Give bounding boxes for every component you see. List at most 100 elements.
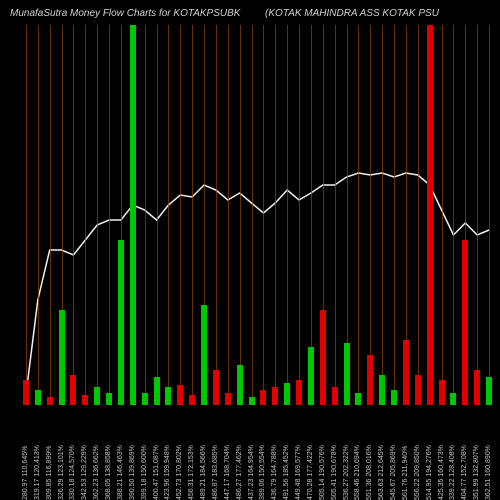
x-axis-label: 368.05 138,858%	[105, 405, 112, 500]
chart-title-right: (KOTAK MAHINDRA ASS KOTAK PSU	[265, 8, 439, 19]
volume-bar	[118, 240, 124, 405]
x-axis-label: 558.46 210,694%	[354, 405, 361, 500]
grid-line	[85, 25, 86, 405]
grid-line	[394, 25, 395, 405]
grid-line	[489, 25, 490, 405]
grid-line	[335, 25, 336, 405]
grid-line	[168, 25, 169, 405]
grid-line	[26, 25, 27, 405]
x-axis-label: 362.23 136,662%	[93, 405, 100, 500]
volume-bar	[486, 377, 492, 405]
x-axis-label: 536.27 202,322%	[343, 405, 350, 500]
x-axis-label: 309.85 116,899%	[46, 405, 53, 500]
x-axis-label: 486.27 177,462%	[236, 405, 243, 500]
volume-bar	[284, 383, 290, 405]
grid-line	[228, 25, 229, 405]
volume-bar	[344, 343, 350, 405]
x-axis-label: 545.67 205,869%	[390, 405, 397, 500]
volume-bar	[249, 397, 255, 405]
volume-bar	[272, 387, 278, 405]
grid-line	[109, 25, 110, 405]
grid-line	[38, 25, 39, 405]
grid-line	[180, 25, 181, 405]
volume-bar	[308, 347, 314, 405]
volume-bar	[367, 355, 373, 405]
x-axis-label: 399.06 150,554%	[259, 405, 266, 500]
x-axis-label: 505.41 190,678%	[331, 405, 338, 500]
volume-bar	[462, 240, 468, 405]
x-axis-label: 505.14 190,576%	[319, 405, 326, 500]
x-axis-label: 447.17 168,704%	[224, 405, 231, 500]
grid-line	[358, 25, 359, 405]
x-axis-label: 330.18 124,570%	[69, 405, 76, 500]
volume-bar	[427, 25, 433, 405]
volume-bar	[296, 380, 302, 405]
volume-bar	[379, 375, 385, 405]
grid-line	[275, 25, 276, 405]
x-axis-label: 399.18 150,600%	[141, 405, 148, 500]
volume-bar	[439, 380, 445, 405]
grid-line	[192, 25, 193, 405]
x-axis-label: 423.96 159,948%	[164, 405, 171, 500]
volume-bar	[213, 370, 219, 405]
volume-bar	[320, 310, 326, 405]
x-axis-label: 470.28 177,422%	[307, 405, 314, 500]
x-axis-label: 362.51 160,890%	[485, 405, 492, 500]
x-axis-label: 452.73 170,802%	[176, 405, 183, 500]
volume-bar	[165, 387, 171, 405]
volume-bar	[106, 393, 112, 405]
grid-line	[73, 25, 74, 405]
x-axis-label: 437.23 164,954%	[248, 405, 255, 500]
grid-line	[263, 25, 264, 405]
grid-line	[216, 25, 217, 405]
x-axis-label: 425.35 160,473%	[438, 405, 445, 500]
volume-bar	[35, 390, 41, 405]
grid-line	[252, 25, 253, 405]
x-axis-label: 489.21 184,566%	[200, 405, 207, 500]
volume-bar	[332, 387, 338, 405]
grid-line	[145, 25, 146, 405]
volume-bar	[70, 375, 76, 405]
volume-bar	[260, 390, 266, 405]
volume-bar	[94, 387, 100, 405]
x-axis-label: 342.53 129,229%	[81, 405, 88, 500]
volume-bar	[23, 380, 29, 405]
volume-bar	[154, 377, 160, 405]
x-axis-label: 561.76 211,940%	[402, 405, 409, 500]
x-axis-label: 400.47 151,087%	[153, 405, 160, 500]
grid-line	[157, 25, 158, 405]
grid-line	[382, 25, 383, 405]
grid-line	[370, 25, 371, 405]
volume-bar	[59, 310, 65, 405]
x-axis-label: 351.99 132,807%	[473, 405, 480, 500]
grid-line	[453, 25, 454, 405]
x-axis-label: 456.31 172,153%	[188, 405, 195, 500]
x-axis-label: 319.17 120,413%	[34, 405, 41, 500]
grid-line	[299, 25, 300, 405]
x-axis-labels: 280.97 110,645%319.17 120,413%309.85 116…	[20, 405, 495, 500]
grid-line	[97, 25, 98, 405]
volume-bar	[189, 395, 195, 405]
x-axis-label: 551.36 208,016%	[366, 405, 373, 500]
x-axis-label: 491.56 185,452%	[283, 405, 290, 500]
x-axis-label: 449.48 169,577%	[295, 405, 302, 500]
grid-line	[442, 25, 443, 405]
x-axis-label: 388.21 146,463%	[117, 405, 124, 500]
chart-title-left: MunafaSutra Money Flow Charts for KOTAKP…	[10, 8, 240, 19]
volume-bar	[177, 385, 183, 405]
volume-bar	[355, 393, 361, 405]
x-axis-label: 556.22 209,850%	[414, 405, 421, 500]
x-axis-label: 339.22 128,408%	[449, 405, 456, 500]
price-line	[20, 25, 495, 405]
volume-bar	[403, 340, 409, 405]
x-axis-label: 390.50 139,869%	[129, 405, 136, 500]
grid-line	[477, 25, 478, 405]
volume-bar	[201, 305, 207, 405]
volume-bar	[391, 390, 397, 405]
x-axis-label: 326.29 123,101%	[58, 405, 65, 500]
volume-bar	[450, 393, 456, 405]
volume-bar	[237, 365, 243, 405]
volume-bar	[47, 397, 53, 405]
x-axis-label: 514.95 194,276%	[426, 405, 433, 500]
chart-area	[20, 25, 495, 405]
